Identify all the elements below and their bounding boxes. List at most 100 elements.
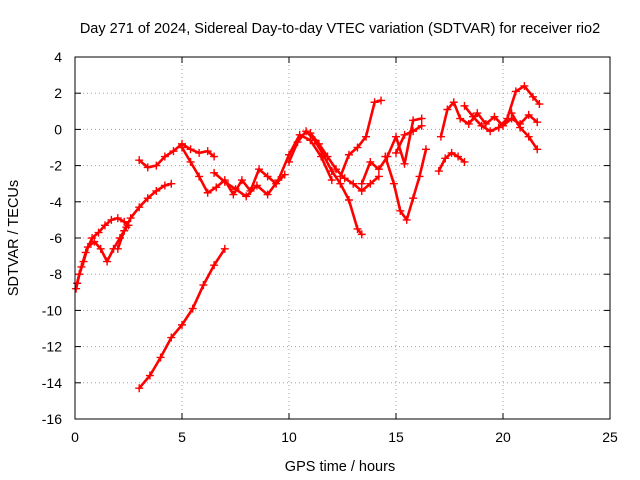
series-arc-3	[113, 179, 176, 253]
data-point	[103, 257, 112, 266]
x-tick-label: 25	[602, 429, 618, 445]
data-point	[120, 217, 129, 226]
data-point	[436, 132, 445, 141]
series-line	[360, 117, 424, 185]
gridlines	[75, 57, 610, 419]
data-point	[370, 98, 379, 107]
data-point	[77, 262, 86, 271]
data-point	[417, 121, 426, 130]
data-point	[481, 119, 490, 128]
data-point	[178, 320, 186, 329]
series-arc-9	[306, 129, 383, 195]
data-point	[327, 167, 336, 176]
data-point	[212, 183, 221, 192]
data-point	[152, 161, 161, 170]
data-point	[336, 172, 345, 181]
data-point	[199, 281, 208, 290]
y-tick-label: -8	[50, 266, 63, 282]
data-point	[160, 152, 169, 161]
data-point	[460, 157, 469, 166]
data-point	[143, 194, 152, 203]
data-point	[195, 148, 204, 157]
data-point	[486, 127, 495, 136]
x-tick-label: 5	[178, 429, 186, 445]
plot-frame	[74, 56, 611, 420]
data-point	[402, 215, 411, 224]
data-point	[524, 132, 533, 141]
data-point	[100, 221, 109, 230]
data-point	[503, 114, 512, 123]
x-tick-label: 0	[71, 429, 79, 445]
data-point	[409, 194, 418, 203]
data-point	[460, 101, 469, 110]
y-tick-label: -16	[42, 411, 62, 427]
data-point	[220, 177, 229, 186]
data-point	[72, 284, 81, 293]
y-tick-label: -12	[42, 339, 62, 355]
data-point	[94, 228, 103, 237]
data-point	[107, 215, 116, 224]
chart-title: Day 271 of 2024, Sidereal Day-to-day VTE…	[80, 21, 600, 37]
data-point	[293, 138, 302, 147]
data-point	[374, 165, 383, 174]
data-point	[135, 384, 144, 393]
data-point	[421, 145, 430, 154]
data-point	[357, 186, 366, 195]
data-point	[473, 109, 482, 118]
data-point	[494, 123, 503, 132]
data-point	[81, 248, 90, 257]
data-point	[302, 127, 311, 136]
y-axis-label: SDTVAR / TECUs	[6, 180, 22, 296]
data-point	[336, 179, 345, 188]
y-tick-label: -14	[42, 375, 62, 391]
x-axis-label: GPS time / hours	[285, 459, 395, 475]
series-arc-7	[210, 130, 336, 201]
data-point	[377, 96, 386, 105]
data-series	[72, 81, 544, 393]
data-point	[160, 181, 169, 190]
data-point	[507, 109, 516, 118]
series-arc-14	[434, 148, 469, 176]
data-point	[374, 172, 383, 181]
data-point	[357, 179, 366, 188]
data-point	[409, 127, 418, 136]
series-arc-4	[135, 244, 229, 393]
series-arc-6	[178, 143, 289, 199]
data-point	[135, 203, 144, 212]
data-point	[323, 152, 332, 161]
data-point	[344, 150, 353, 159]
data-point	[392, 132, 400, 141]
data-point	[113, 214, 122, 223]
data-point	[169, 147, 178, 156]
data-point	[135, 156, 144, 165]
data-point	[88, 234, 97, 242]
data-point	[237, 176, 246, 185]
data-point	[396, 206, 405, 215]
series-line	[116, 182, 173, 251]
x-tick-label: 15	[388, 429, 404, 445]
y-tick-label: 4	[54, 49, 62, 65]
data-point	[353, 224, 362, 233]
data-point	[210, 168, 219, 177]
y-tick-label: 0	[54, 121, 62, 137]
series-line	[394, 124, 424, 155]
data-point	[156, 353, 165, 362]
data-point	[400, 159, 409, 168]
data-point	[145, 371, 154, 380]
series-arc-13	[392, 121, 426, 157]
data-point	[285, 157, 293, 166]
series-line	[137, 142, 216, 169]
data-point	[464, 119, 473, 128]
y-tick-label: -10	[42, 302, 62, 318]
y-tick-labels: -16 -14 -12 -10 -8 -6 -4 -2 0 2 4	[42, 49, 62, 427]
data-point	[366, 157, 375, 166]
data-point	[113, 244, 122, 253]
data-point	[167, 179, 176, 188]
data-point	[449, 98, 458, 107]
series-arc-5	[135, 139, 219, 172]
data-point	[533, 118, 542, 127]
series-line	[75, 216, 130, 285]
series-line	[463, 84, 541, 133]
